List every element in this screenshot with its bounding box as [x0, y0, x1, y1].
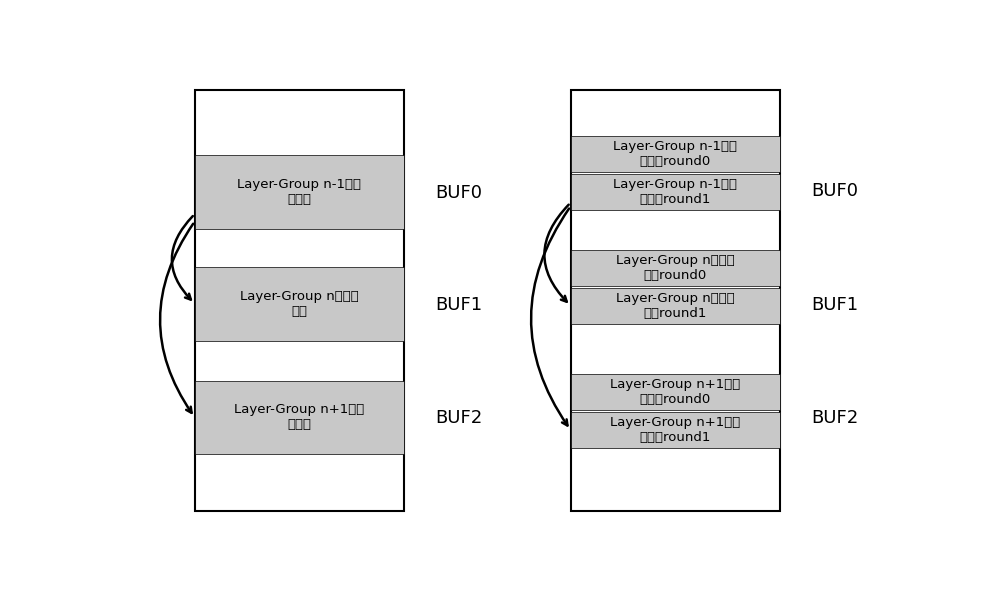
Text: Layer-Group n+1的计
算结果round1: Layer-Group n+1的计 算结果round1 — [610, 416, 740, 444]
Bar — [571, 174, 780, 210]
Text: Layer-Group n-1的计
算结果round0: Layer-Group n-1的计 算结果round0 — [613, 140, 737, 168]
Bar — [571, 136, 780, 172]
Text: BUF0: BUF0 — [435, 184, 482, 202]
Bar — [571, 374, 780, 410]
Text: BUF1: BUF1 — [811, 296, 858, 314]
Text: Layer-Group n的计算
结果round0: Layer-Group n的计算 结果round0 — [616, 254, 735, 282]
Bar — [571, 288, 780, 324]
Text: BUF2: BUF2 — [811, 409, 858, 427]
Text: BUF2: BUF2 — [435, 409, 482, 427]
Bar — [571, 250, 780, 286]
Text: Layer-Group n的计算
结果: Layer-Group n的计算 结果 — [240, 290, 359, 318]
Text: Layer-Group n-1的计
算结果: Layer-Group n-1的计 算结果 — [237, 178, 361, 206]
Text: Layer-Group n的计算
结果round1: Layer-Group n的计算 结果round1 — [616, 292, 735, 320]
Bar — [195, 155, 404, 229]
Bar — [195, 381, 404, 455]
Bar — [195, 267, 404, 340]
Bar — [195, 90, 404, 511]
Text: BUF0: BUF0 — [811, 182, 858, 200]
Bar — [571, 412, 780, 448]
Text: Layer-Group n+1的计
算结果: Layer-Group n+1的计 算结果 — [234, 403, 364, 431]
Text: Layer-Group n-1的计
算结果round1: Layer-Group n-1的计 算结果round1 — [613, 178, 737, 206]
Text: BUF1: BUF1 — [435, 296, 482, 314]
Text: Layer-Group n+1的计
算结果round0: Layer-Group n+1的计 算结果round0 — [610, 378, 740, 406]
Bar — [571, 90, 780, 511]
